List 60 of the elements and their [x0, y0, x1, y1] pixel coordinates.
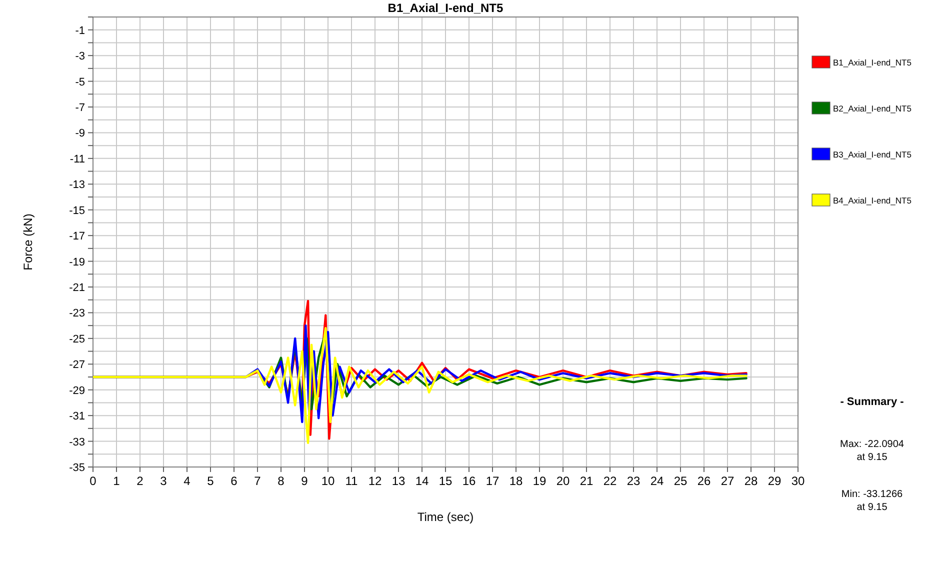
x-tick-label: 12 — [368, 474, 382, 488]
line-series — [93, 327, 748, 444]
x-tick-label: 4 — [184, 474, 191, 488]
y-tick-label: -11 — [70, 153, 85, 166]
x-tick-label: 19 — [532, 474, 546, 488]
x-tick-label: 3 — [160, 474, 168, 488]
y-tick-label: -9 — [75, 128, 85, 140]
y-tick-label: -25 — [69, 333, 85, 346]
text: Max: -22.0904 at 9.15 — [840, 439, 904, 463]
x-tick-label: 14 — [415, 474, 429, 488]
x-tick-label: 2 — [136, 474, 144, 488]
x-tick-label: 6 — [230, 474, 238, 488]
x-tick-label: 20 — [556, 474, 570, 488]
y-tick-label: -19 — [69, 256, 85, 268]
x-tick-label: 25 — [674, 474, 688, 488]
y-tick-label: -7 — [75, 102, 85, 114]
legend-label: B4_Axial_I-end_NT5 — [833, 196, 912, 206]
legend-label: B1_Axial_I-end_NT5 — [833, 58, 912, 68]
y-tick-label: -21 — [69, 282, 85, 294]
y-tick-label: -31 — [69, 410, 85, 423]
y-tick-label: -1 — [75, 24, 85, 37]
x-tick-label: 21 — [580, 474, 594, 488]
y-tick-label: -5 — [75, 76, 85, 88]
x-axis-title: Time (sec) — [417, 510, 474, 524]
y-tick-label: -3 — [75, 50, 85, 63]
x-tick-label: 15 — [438, 474, 452, 488]
x-tick-label: 29 — [768, 474, 782, 488]
x-tick-label: 16 — [462, 474, 476, 488]
x-tick-label: 22 — [603, 474, 617, 488]
y-axis-title: Force (kN) — [21, 214, 35, 270]
y-tick-label: -33 — [69, 436, 85, 448]
y-tick-label: -29 — [69, 384, 85, 397]
x-tick-label: 8 — [278, 474, 285, 488]
chart-title: B1_Axial_I-end_NT5 — [388, 1, 504, 15]
x-tick-label: 28 — [744, 474, 758, 488]
x-tick-label: 5 — [207, 474, 214, 488]
y-tick-label: -23 — [69, 308, 85, 320]
x-tick-label: 11 — [345, 474, 358, 488]
x-tick-label: 9 — [301, 474, 308, 488]
x-tick-label: 17 — [486, 474, 500, 488]
text: - Summary - — [840, 396, 904, 408]
x-tick-label: 24 — [650, 474, 664, 488]
y-tick-label: -27 — [69, 359, 85, 372]
x-tick-label: 26 — [697, 474, 711, 488]
x-tick-label: 27 — [720, 474, 734, 488]
x-tick-label: 23 — [626, 474, 640, 488]
y-tick-label: -15 — [69, 204, 85, 217]
y-tick-label: -17 — [69, 230, 85, 243]
legend-label: B2_Axial_I-end_NT5 — [833, 104, 912, 114]
x-tick-label: 7 — [254, 474, 262, 488]
x-tick-label: 1 — [113, 474, 120, 488]
y-tick-label: -35 — [69, 462, 85, 474]
x-tick-label: 30 — [791, 474, 805, 488]
text: Min: -33.1266 at 9.15 — [841, 489, 904, 513]
x-tick-label: 18 — [509, 474, 523, 488]
x-tick-label: 10 — [321, 474, 335, 488]
y-tick-label: -13 — [69, 179, 85, 192]
legend-label: B3_Axial_I-end_NT5 — [833, 150, 912, 160]
x-tick-label: 0 — [90, 474, 97, 488]
x-tick-label: 13 — [392, 474, 406, 488]
